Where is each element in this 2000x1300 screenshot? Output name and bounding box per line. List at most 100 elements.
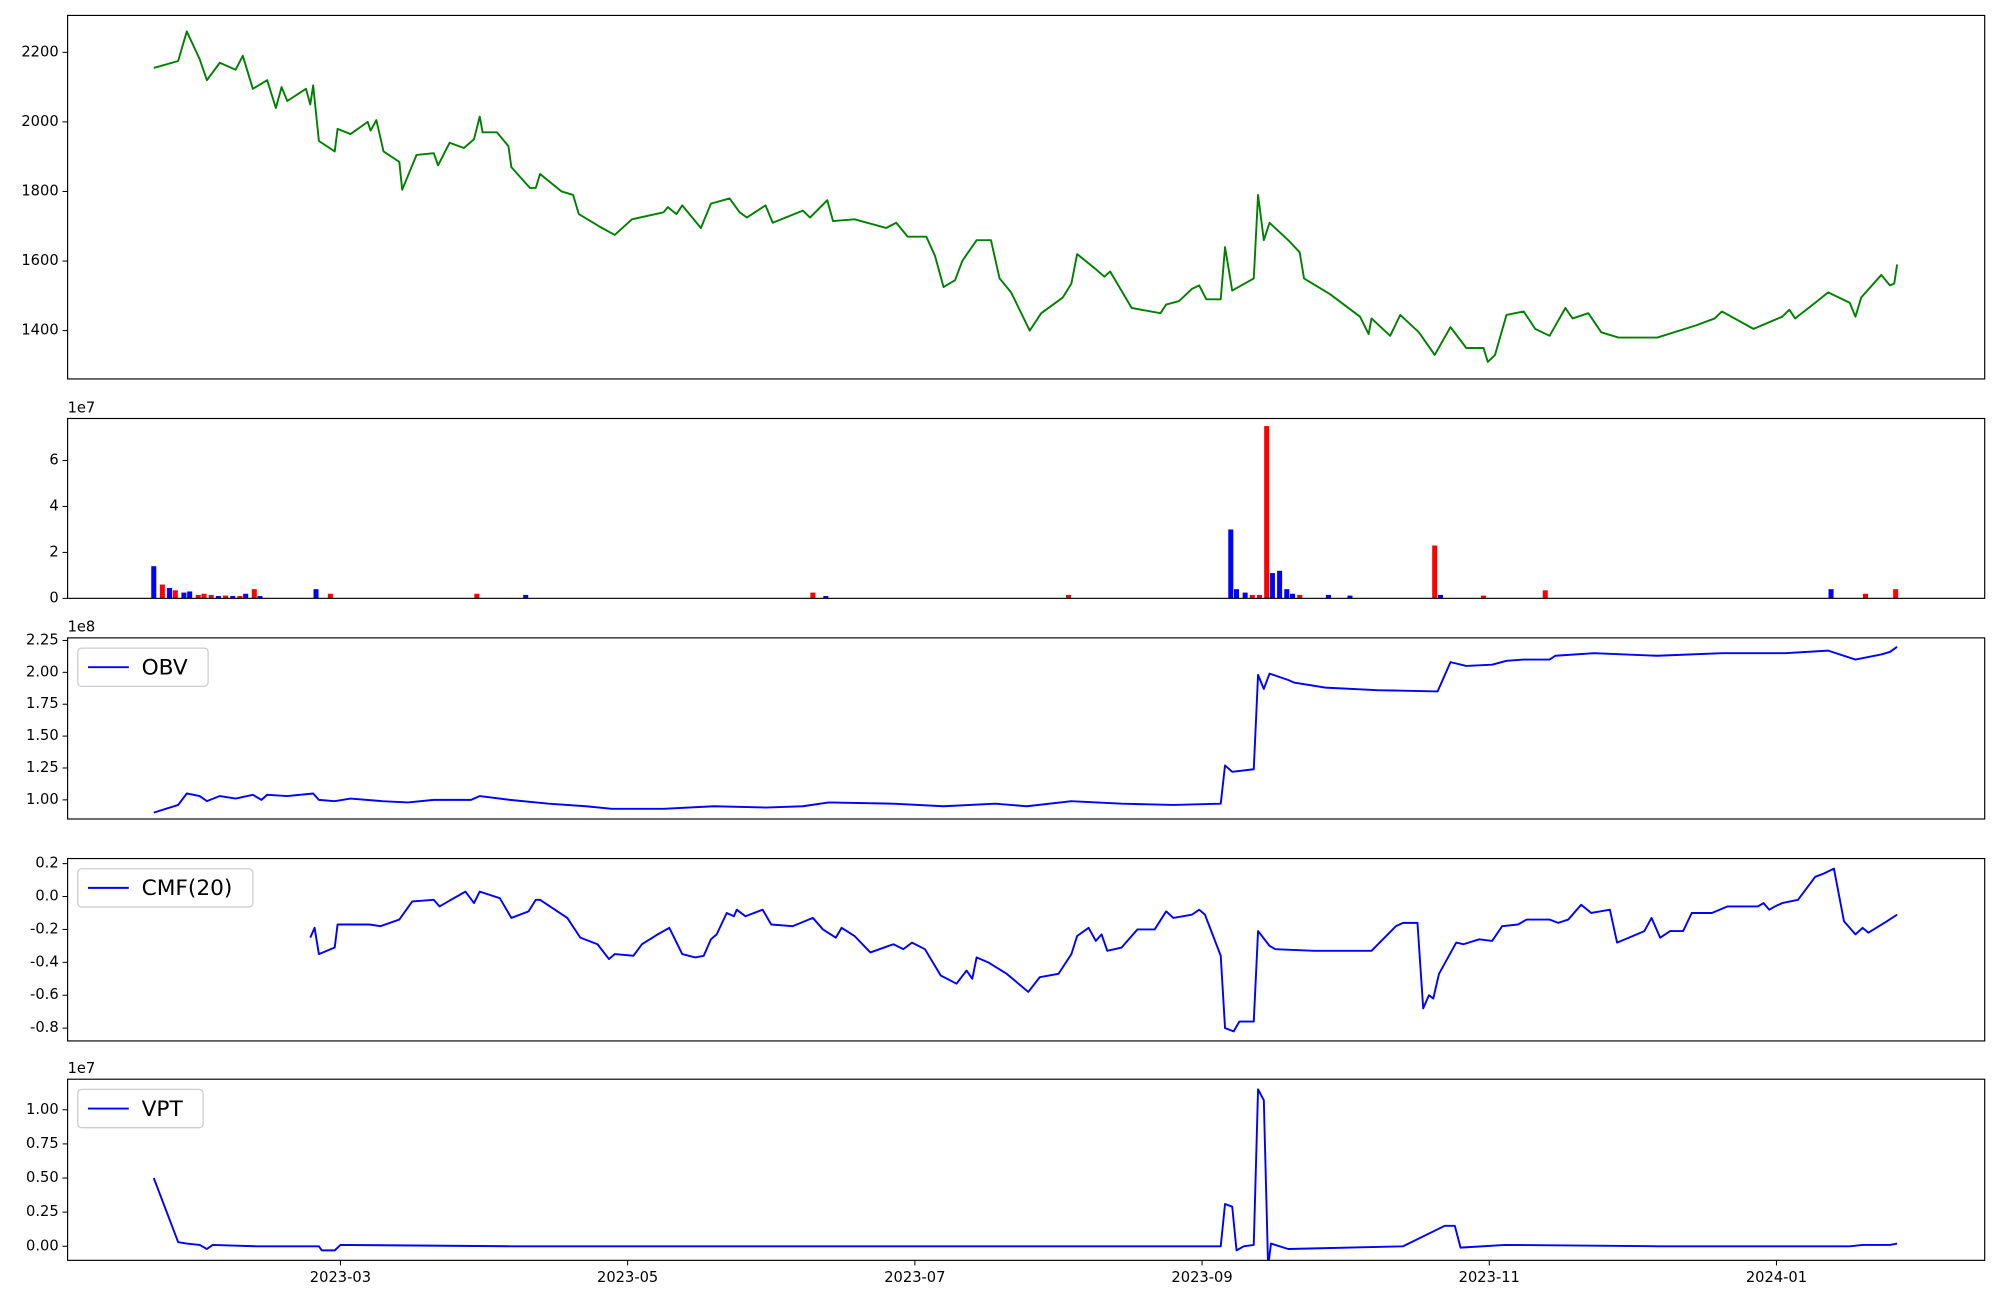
volume-bar xyxy=(327,593,333,599)
y-tick-label: 1.75 xyxy=(26,695,59,712)
y-tick-label: 0.0 xyxy=(35,888,58,905)
volume-bar xyxy=(208,594,214,599)
y-offset-label: 1e7 xyxy=(68,1060,96,1077)
legend-box xyxy=(77,647,209,687)
volume-bar xyxy=(1284,589,1290,599)
volume-bar xyxy=(1249,594,1255,599)
panel: 1.00 1.25 1.50 1.75 2.00 2.25 1e8 OBV xyxy=(26,619,1986,820)
volume-bar xyxy=(215,596,221,599)
y-offset-label: 1e7 xyxy=(68,399,96,416)
volume-bar xyxy=(1277,570,1283,599)
plot-area xyxy=(152,1088,1898,1261)
volume-bar xyxy=(1542,590,1548,599)
panel-frame xyxy=(67,1078,1986,1261)
volume-bar xyxy=(187,591,193,599)
y-tick-label: 0 xyxy=(49,589,58,606)
y-tick-label: 1.25 xyxy=(26,759,59,776)
volume-bar xyxy=(1290,593,1296,599)
x-tick-label: 2023-05 xyxy=(597,1269,658,1286)
legend-label: CMF(20) xyxy=(142,876,233,901)
x-tick-label: 2023-11 xyxy=(1459,1269,1520,1286)
legend-label: OBV xyxy=(142,655,188,680)
y-offset-label: 1e8 xyxy=(68,619,96,636)
volume-bar xyxy=(1242,592,1248,599)
x-tick-label: 2023-09 xyxy=(1171,1269,1232,1286)
plot-area xyxy=(151,426,1899,599)
y-tick-label: 1800 xyxy=(21,182,58,199)
volume-bar xyxy=(237,596,243,599)
volume-bar xyxy=(223,595,229,599)
volume-bar xyxy=(1256,594,1263,599)
y-tick-label: 1.00 xyxy=(26,1101,59,1118)
volume-bar xyxy=(251,589,257,599)
volume-bar xyxy=(151,566,157,599)
volume-bar xyxy=(257,596,263,599)
volume-bar xyxy=(1065,594,1072,599)
series-line xyxy=(153,646,1898,814)
volume-bar xyxy=(181,592,187,599)
legend-box xyxy=(77,868,254,908)
series-line xyxy=(152,1088,1898,1261)
y-tick-label: 0.75 xyxy=(26,1135,59,1152)
volume-bar xyxy=(1432,545,1438,599)
volume-bar xyxy=(313,589,319,599)
panel-frame xyxy=(67,857,1986,1042)
panel: 1400 1600 1800 2000 2200 xyxy=(21,14,1986,380)
volume-bar xyxy=(195,594,201,599)
volume-bar xyxy=(823,596,829,599)
volume-bar xyxy=(1893,589,1899,599)
volume-bar xyxy=(167,588,173,599)
y-tick-label: -0.8 xyxy=(30,1019,59,1036)
legend-label: VPT xyxy=(142,1097,184,1122)
volume-bar xyxy=(1228,529,1234,599)
series-line xyxy=(153,30,1899,363)
y-tick-label: -0.6 xyxy=(30,986,59,1003)
volume-bar xyxy=(243,593,249,599)
volume-bar xyxy=(1234,589,1240,599)
y-tick-label: 0.50 xyxy=(26,1169,59,1186)
volume-bar xyxy=(1481,595,1487,599)
x-tick-label: 2024-01 xyxy=(1746,1269,1807,1286)
volume-bar xyxy=(1269,573,1275,599)
volume-bar xyxy=(1828,589,1834,599)
volume-bar xyxy=(1297,594,1303,599)
volume-bar xyxy=(172,590,178,599)
y-tick-label: 2200 xyxy=(21,43,58,60)
volume-bar xyxy=(159,584,165,599)
volume-bar xyxy=(1862,593,1869,599)
plot-area xyxy=(309,867,1898,1033)
volume-bar xyxy=(1347,595,1353,599)
y-tick-label: 0.00 xyxy=(26,1237,59,1254)
volume-bar xyxy=(1437,594,1443,599)
panel-frame xyxy=(67,417,1986,599)
legend-box xyxy=(77,1088,204,1129)
y-tick-label: -0.4 xyxy=(30,953,59,970)
legend: VPT xyxy=(77,1088,204,1129)
y-tick-label: 1400 xyxy=(21,322,58,339)
x-tick-label: 2023-07 xyxy=(884,1269,945,1286)
y-tick-label: 6 xyxy=(49,452,58,469)
volume-bar xyxy=(474,593,480,599)
y-tick-label: 1.50 xyxy=(26,727,59,744)
volume-bar xyxy=(201,593,207,599)
plot-area xyxy=(153,30,1899,363)
y-tick-label: 1.00 xyxy=(26,791,59,808)
y-tick-label: 2.00 xyxy=(26,663,59,680)
panel: 0.00 0.25 0.50 0.75 1.00 2023-03 2023-05 2023-0… xyxy=(26,1060,1986,1286)
legend: CMF(20) xyxy=(77,868,254,908)
series-line xyxy=(309,867,1898,1033)
y-tick-label: 0.25 xyxy=(26,1203,59,1220)
volume-bar xyxy=(523,594,529,599)
panel-frame xyxy=(67,637,1986,820)
y-tick-label: 1600 xyxy=(21,252,58,269)
panel: -0.8 -0.6 -0.4 -0.2 0.0 0.2 CMF(20) xyxy=(30,855,1986,1042)
volume-bar xyxy=(810,592,816,599)
plot-area xyxy=(153,646,1898,814)
y-tick-label: 2.25 xyxy=(26,631,59,648)
panel: 0 2 4 6 1e7 xyxy=(49,399,1986,606)
volume-bar xyxy=(1325,594,1331,599)
panel-frame xyxy=(67,14,1986,380)
volume-bar xyxy=(1264,426,1270,599)
y-tick-label: -0.2 xyxy=(30,920,59,937)
